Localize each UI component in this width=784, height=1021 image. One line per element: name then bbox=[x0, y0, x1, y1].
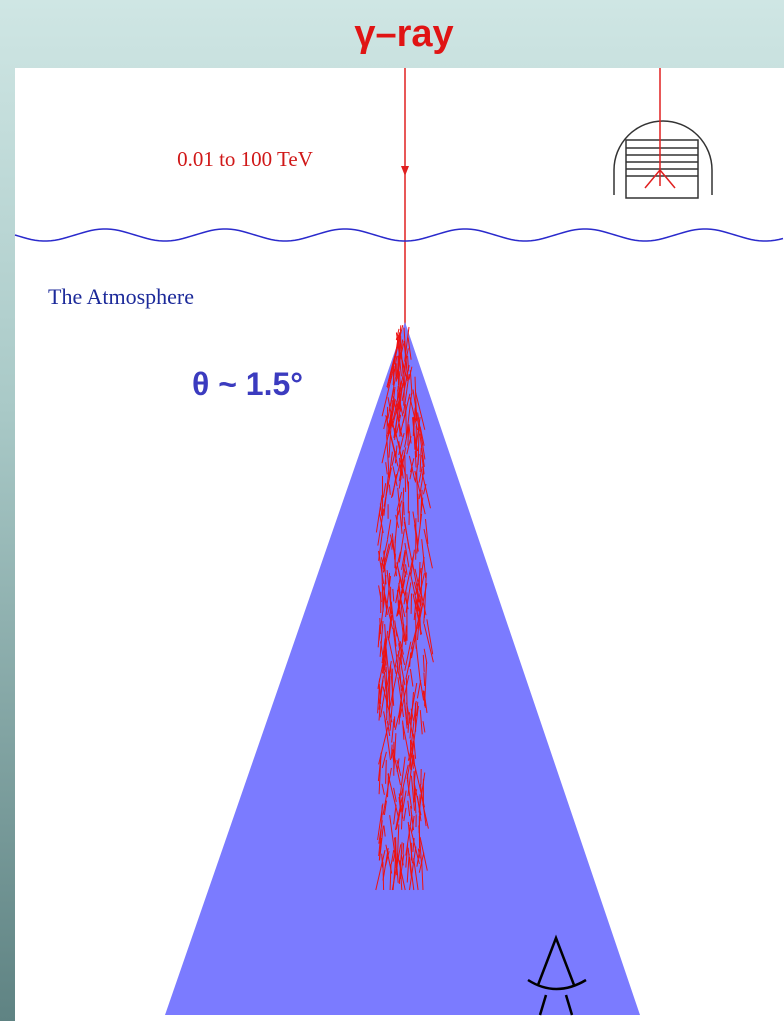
shower-track bbox=[387, 407, 388, 436]
shower-track bbox=[392, 745, 393, 759]
page: γ–ray 0.01 to 100 TeV The Atmosphere θ ~… bbox=[0, 0, 784, 1021]
shower-track bbox=[403, 843, 404, 854]
angle-label: θ ~ 1.5° bbox=[192, 366, 303, 402]
shower-track bbox=[406, 634, 407, 645]
diagram: γ–ray 0.01 to 100 TeV The Atmosphere θ ~… bbox=[0, 0, 784, 1021]
shower-track bbox=[386, 760, 387, 784]
shower-track bbox=[416, 613, 417, 649]
energy-label: 0.01 to 100 TeV bbox=[177, 147, 313, 171]
shower-track bbox=[383, 862, 384, 890]
shower-track bbox=[404, 502, 405, 515]
atmosphere-label: The Atmosphere bbox=[48, 284, 194, 309]
title: γ–ray bbox=[354, 13, 453, 55]
shower-track bbox=[382, 805, 383, 826]
